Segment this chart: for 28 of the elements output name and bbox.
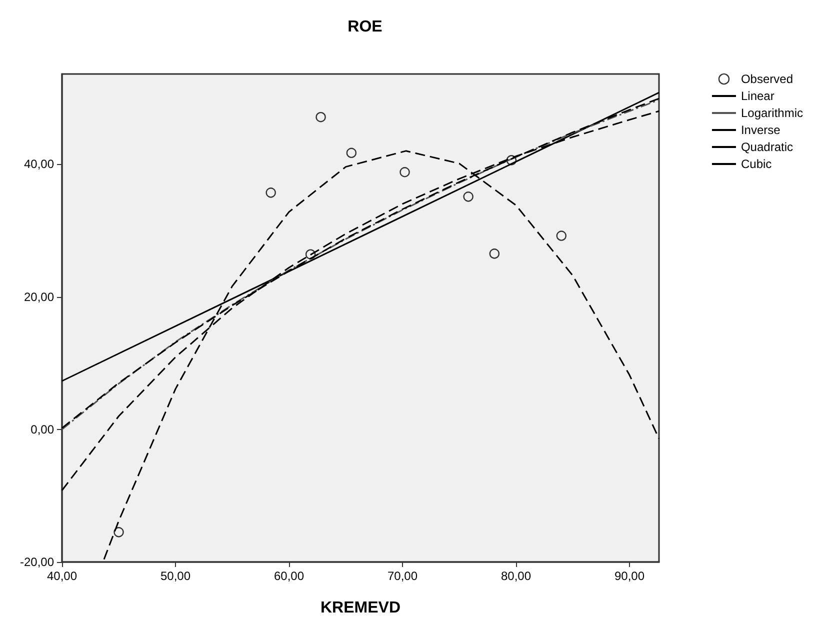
point [114, 527, 124, 538]
y-tick-label: 20,00 [24, 290, 54, 304]
y-tick-label: 40,00 [24, 157, 54, 172]
x-tick-label: 50,00 [160, 569, 191, 583]
legend-label: Cubic [740, 157, 772, 171]
legend-label: Linear [740, 89, 774, 103]
point [266, 188, 276, 198]
point [506, 155, 517, 166]
point [346, 148, 357, 158]
legend-label: Observed [740, 72, 794, 86]
x-axis-title: KREMEVD [320, 600, 401, 616]
x-tick-label: 80,00 [500, 569, 532, 583]
legend-label: Quadratic [740, 140, 794, 154]
point [305, 249, 316, 260]
x-tick-label: 60,00 [274, 569, 304, 583]
y-tick-label: 0,00 [30, 422, 54, 436]
legend-label: Inverse [740, 123, 781, 137]
legend-label: Logarithmic [740, 106, 804, 120]
point [400, 167, 410, 178]
point [463, 192, 474, 202]
x-tick-label: 40,00 [46, 569, 78, 583]
y-tick-label: -20,00 [20, 555, 54, 569]
point [556, 230, 566, 241]
chart-title: ROE [348, 18, 383, 36]
x-tick-label: 90,00 [614, 569, 645, 583]
point [316, 112, 326, 122]
x-tick-label: 70,00 [387, 569, 418, 583]
point [489, 248, 500, 259]
